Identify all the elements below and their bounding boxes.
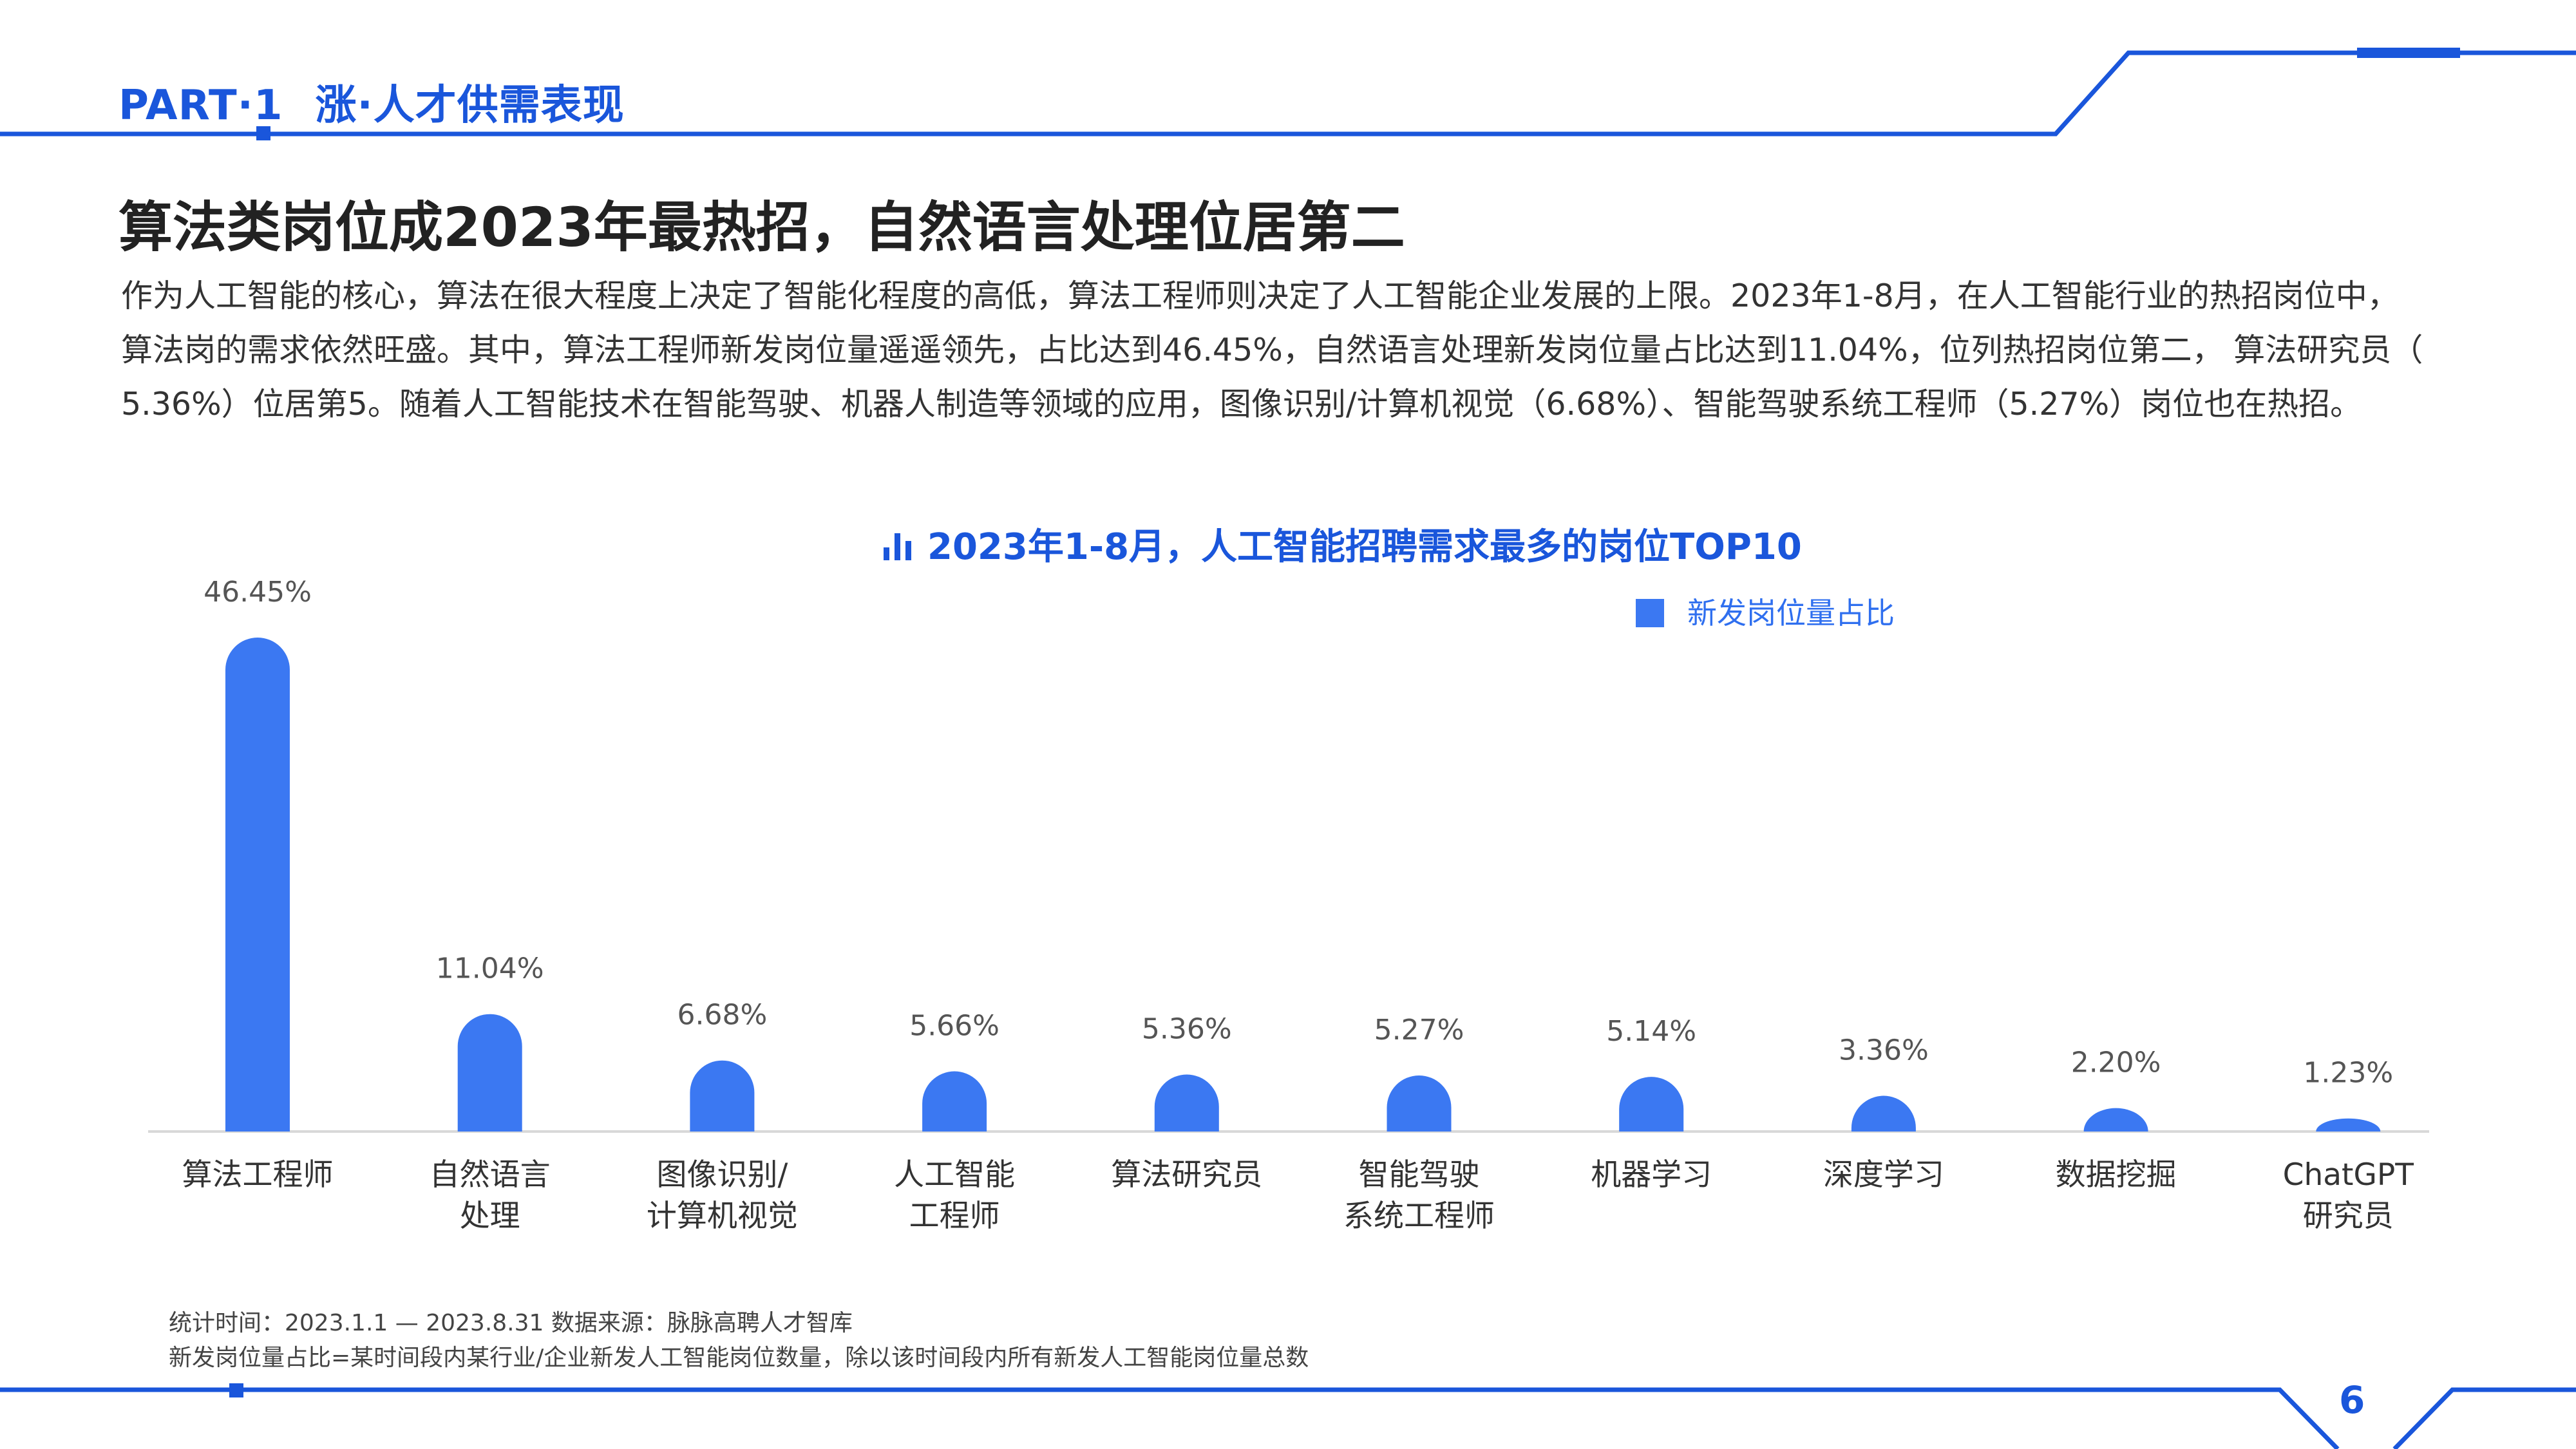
category-label: 机器学习: [1591, 1157, 1712, 1193]
data-label: 6.68%: [677, 999, 768, 1032]
category-label: 处理: [460, 1198, 520, 1234]
bar: [2083, 1108, 2148, 1132]
category-label: 图像识别/: [656, 1157, 788, 1193]
bar: [922, 1071, 987, 1132]
intro-paragraph: 作为人工智能的核心，算法在很大程度上决定了智能化程度的高低，算法工程师则决定了人…: [121, 269, 2452, 431]
bar: [1619, 1077, 1684, 1132]
category-label: 数据挖掘: [2056, 1157, 2177, 1193]
bar: [690, 1060, 755, 1132]
bar: [1387, 1075, 1452, 1132]
section-header: PART·1 涨·人才供需表现: [118, 72, 625, 131]
data-label: 5.36%: [1142, 1012, 1232, 1045]
data-label: 1.23%: [2303, 1057, 2393, 1090]
footnote-definition: 新发岗位量占比=某时间段内某行业/企业新发人工智能岗位数量，除以该时间段内所有新…: [169, 1345, 1309, 1371]
category-label: 计算机视觉: [647, 1198, 798, 1234]
bar: [1154, 1074, 1219, 1132]
bar: [1851, 1095, 1916, 1132]
intro-line: 算法岗的需求依然旺盛。其中，算法工程师新发岗位量遥遥领先，占比达到46.45%，…: [121, 332, 2423, 368]
legend-swatch: [1636, 599, 1664, 627]
category-label: 自然语言: [430, 1157, 551, 1193]
chart-legend: 新发岗位量占比: [1636, 590, 1895, 632]
footnote-source: 统计时间：2023.1.1 — 2023.8.31 数据来源：脉脉高聘人才智库: [169, 1310, 853, 1336]
category-label: 深度学习: [1823, 1157, 1944, 1193]
data-label: 5.66%: [909, 1010, 999, 1043]
chart-title-text: 2023年1-8月，人工智能招聘需求最多的岗位TOP10: [927, 526, 1802, 568]
footnotes: 统计时间：2023.1.1 — 2023.8.31 数据来源：脉脉高聘人才智库 …: [169, 1306, 1309, 1376]
category-label: 研究员: [2303, 1198, 2394, 1234]
bar: [225, 638, 290, 1132]
intro-line: 作为人工智能的核心，算法在很大程度上决定了智能化程度的高低，算法工程师则决定了人…: [121, 278, 2399, 314]
data-label: 11.04%: [436, 952, 544, 985]
part-label: PART·1: [118, 82, 283, 129]
data-label: 5.14%: [1606, 1015, 1696, 1048]
page-number: 6: [2339, 1378, 2365, 1422]
bar: [457, 1014, 522, 1132]
category-label: ChatGPT: [2283, 1157, 2414, 1193]
category-label: 算法工程师: [182, 1157, 334, 1193]
intro-line: 5.36%）位居第5。随着人工智能技术在智能驾驶、机器人制造等领域的应用，图像识…: [121, 386, 2362, 422]
category-label: 智能驾驶: [1359, 1157, 1480, 1193]
chart-title: 2023年1-8月，人工智能招聘需求最多的岗位TOP10: [882, 518, 1802, 570]
legend-label: 新发岗位量占比: [1687, 596, 1895, 630]
section-title: 涨·人才供需表现: [315, 82, 625, 129]
page-title: 算法类岗位成2023年最热招，自然语言处理位居第二: [118, 196, 1405, 259]
category-label: 算法研究员: [1111, 1157, 1262, 1193]
data-label: 46.45%: [204, 576, 312, 609]
bar-chart-icon: [884, 533, 911, 560]
bar: [2316, 1118, 2381, 1132]
category-label: 系统工程师: [1343, 1198, 1495, 1234]
data-label: 2.20%: [2071, 1046, 2161, 1079]
category-label: 工程师: [909, 1198, 1000, 1234]
data-label: 5.27%: [1374, 1014, 1464, 1046]
data-label: 3.36%: [1839, 1034, 1929, 1067]
category-label: 人工智能: [894, 1157, 1015, 1193]
